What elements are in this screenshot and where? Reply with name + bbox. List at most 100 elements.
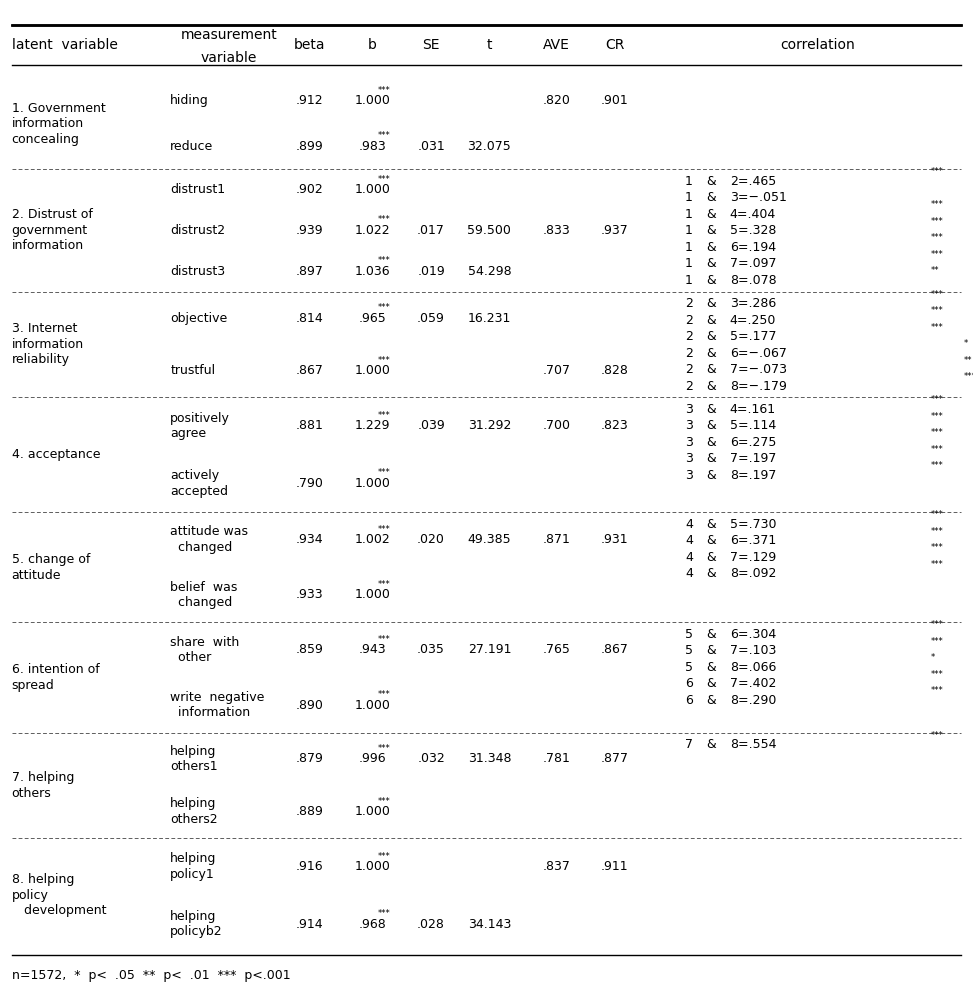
Text: information: information	[12, 338, 84, 351]
Text: 7=.197: 7=.197	[730, 452, 776, 465]
Text: 7=.402: 7=.402	[730, 678, 776, 691]
Text: *: *	[963, 339, 968, 348]
Text: 7=.129: 7=.129	[730, 551, 776, 564]
Text: 3=.286: 3=.286	[730, 297, 776, 310]
Text: &: &	[703, 224, 720, 237]
Text: ***: ***	[930, 527, 943, 536]
Text: &: &	[703, 207, 720, 220]
Text: agree: agree	[170, 427, 206, 440]
Text: ***: ***	[930, 200, 943, 209]
Text: 32.075: 32.075	[468, 140, 511, 153]
Text: .859: .859	[296, 644, 323, 657]
Text: &: &	[703, 419, 720, 432]
Text: .934: .934	[296, 534, 323, 547]
Text: 1.229: 1.229	[355, 419, 390, 432]
Text: .814: .814	[296, 311, 323, 324]
Text: 1.000: 1.000	[355, 364, 390, 377]
Text: policy: policy	[12, 889, 49, 902]
Text: 1.000: 1.000	[355, 476, 390, 489]
Text: distrust2: distrust2	[170, 224, 226, 237]
Text: 6=.304: 6=.304	[730, 628, 776, 641]
Text: 6=.275: 6=.275	[730, 435, 776, 448]
Text: AVE: AVE	[543, 38, 570, 52]
Text: .017: .017	[417, 224, 445, 237]
Text: &: &	[703, 551, 720, 564]
Text: ***: ***	[378, 852, 391, 861]
Text: ***: ***	[930, 167, 943, 176]
Text: .968: .968	[359, 918, 386, 931]
Text: 3: 3	[685, 435, 693, 448]
Text: ***: ***	[378, 797, 391, 806]
Text: ***: ***	[930, 444, 943, 453]
Text: .820: .820	[543, 94, 570, 107]
Text: 4=.404: 4=.404	[730, 207, 776, 220]
Text: 5: 5	[685, 628, 693, 641]
Text: &: &	[703, 379, 720, 392]
Text: .059: .059	[417, 311, 445, 324]
Text: hiding: hiding	[170, 94, 209, 107]
Text: ***: ***	[930, 289, 943, 298]
Text: &: &	[703, 346, 720, 359]
Text: belief  was: belief was	[170, 581, 237, 594]
Text: ***: ***	[930, 428, 943, 437]
Text: 7=−.073: 7=−.073	[730, 363, 787, 376]
Text: .996: .996	[359, 753, 386, 766]
Text: &: &	[703, 257, 720, 270]
Text: .902: .902	[296, 183, 323, 196]
Text: &: &	[703, 694, 720, 707]
Text: ***: ***	[963, 372, 973, 381]
Text: 1: 1	[685, 174, 693, 187]
Text: ***: ***	[378, 131, 391, 140]
Text: distrust3: distrust3	[170, 265, 226, 278]
Text: 5. change of: 5. change of	[12, 553, 90, 566]
Text: 4: 4	[685, 568, 693, 581]
Text: policy1: policy1	[170, 868, 215, 881]
Text: 8. helping: 8. helping	[12, 874, 74, 887]
Text: &: &	[703, 313, 720, 326]
Text: 1: 1	[685, 257, 693, 270]
Text: ***: ***	[378, 411, 391, 419]
Text: ***: ***	[930, 670, 943, 679]
Text: &: &	[703, 468, 720, 481]
Text: &: &	[703, 330, 720, 343]
Text: &: &	[703, 402, 720, 415]
Text: ***: ***	[930, 544, 943, 553]
Text: .879: .879	[296, 753, 323, 766]
Text: 59.500: 59.500	[467, 224, 512, 237]
Text: 4: 4	[685, 518, 693, 531]
Text: objective: objective	[170, 311, 228, 324]
Text: 5: 5	[685, 661, 693, 674]
Text: ***: ***	[378, 256, 391, 265]
Text: 1.022: 1.022	[355, 224, 390, 237]
Text: 2: 2	[685, 363, 693, 376]
Text: 7. helping: 7. helping	[12, 771, 74, 784]
Text: helping: helping	[170, 798, 217, 811]
Text: 1.000: 1.000	[355, 589, 390, 602]
Text: &: &	[703, 174, 720, 187]
Text: b: b	[368, 38, 378, 52]
Text: .833: .833	[543, 224, 570, 237]
Text: .031: .031	[417, 140, 445, 153]
Text: policyb2: policyb2	[170, 926, 223, 939]
Text: ***: ***	[930, 306, 943, 315]
Text: .901: .901	[601, 94, 629, 107]
Text: &: &	[703, 240, 720, 253]
Text: .781: .781	[543, 753, 570, 766]
Text: 5=.177: 5=.177	[730, 330, 776, 343]
Text: others1: others1	[170, 760, 218, 773]
Text: .707: .707	[543, 364, 570, 377]
Text: attitude was: attitude was	[170, 526, 248, 539]
Text: 3: 3	[685, 402, 693, 415]
Text: ***: ***	[378, 525, 391, 534]
Text: .931: .931	[601, 534, 629, 547]
Text: 7: 7	[685, 738, 693, 751]
Text: 8=.197: 8=.197	[730, 468, 776, 481]
Text: 5=.730: 5=.730	[730, 518, 776, 531]
Text: 8=.092: 8=.092	[730, 568, 776, 581]
Text: 54.298: 54.298	[468, 265, 511, 278]
Text: 27.191: 27.191	[468, 644, 511, 657]
Text: others2: others2	[170, 813, 218, 826]
Text: 1: 1	[685, 191, 693, 204]
Text: accepted: accepted	[170, 484, 229, 497]
Text: concealing: concealing	[12, 132, 80, 145]
